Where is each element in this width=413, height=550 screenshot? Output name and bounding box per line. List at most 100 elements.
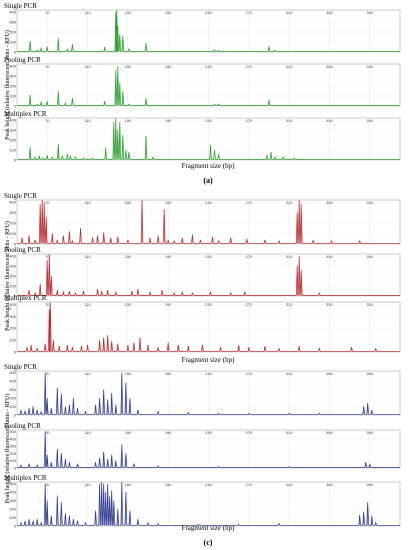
y-tick-label: 0 [14, 350, 17, 355]
series-title: Pooling PCR [4, 56, 41, 64]
x-tick-label: 230 [205, 200, 212, 205]
x-tick-label: 110 [84, 371, 91, 376]
x-axis-label: Fragment size (bp) [182, 162, 236, 170]
y-tick-label: 300 [9, 20, 16, 25]
x-tick-label: 150 [125, 371, 132, 376]
y-tick-label: 100 [9, 40, 16, 45]
x-tick-label: 350 [326, 371, 333, 376]
x-tick-label: 390 [366, 482, 373, 487]
y-tick-label: 200 [9, 507, 16, 512]
subplot-single-pcr: 70 110 150 190 230 270 310 350 390 0 100 200 300 400S… [4, 2, 401, 55]
x-tick-label: 190 [165, 254, 172, 259]
chart-panel-1: 70 110 150 190 230 270 310 350 3900100200300400S… [4, 2, 401, 185]
x-tick-label: 350 [326, 64, 333, 69]
x-tick-label: 270 [245, 118, 252, 123]
x-tick-label: 110 [84, 118, 91, 123]
x-tick-label: 70 [45, 254, 50, 259]
x-tick-label: 190 [165, 482, 172, 487]
y-tick-label: 0 [14, 413, 17, 418]
x-tick-label: 230 [205, 430, 212, 435]
y-tick-label: 300 [9, 264, 16, 269]
x-tick-label: 190 [165, 118, 172, 123]
series-title: Single PCR [4, 2, 37, 10]
subplot-single-pcr: 70 110 150 190 230 270 310 350 390 0 100 200 300 400 5… [4, 363, 401, 418]
x-tick-label: 390 [366, 371, 373, 376]
y-tick-label: 300 [9, 210, 16, 215]
subplot-pooling-pcr: 70 110 150 190 230 270 310 350 390 0 100 200 300 400P… [4, 246, 401, 299]
y-tick-label: 200 [9, 396, 16, 401]
x-tick-label: 150 [125, 200, 132, 205]
panel-label: (c) [204, 538, 213, 547]
series-title: Pooling PCR [4, 422, 41, 430]
subplot-single-pcr: 70 110 150 190 230 270 310 350 390 0 100 200 300 400S… [4, 192, 401, 247]
series-title: Single PCR [4, 192, 37, 200]
chart-panel-2: 70 110 150 190 230 270 310 350 3900100200300400S… [4, 192, 401, 379]
x-tick-label: 270 [245, 482, 252, 487]
x-tick-label: 150 [125, 430, 132, 435]
y-tick-label: 500 [9, 370, 16, 375]
y-tick-label: 0 [14, 104, 17, 109]
y-tick-label: 0 [14, 242, 17, 247]
y-tick-label: 400 [9, 302, 16, 307]
x-tick-label: 230 [205, 371, 212, 376]
x-tick-label: 150 [125, 254, 132, 259]
x-tick-label: 70 [45, 482, 50, 487]
y-tick-label: 100 [9, 148, 16, 153]
chart-panel-3: 70 110 150 190 230 270 310 350 390 0 100 200 300 400 5… [4, 363, 401, 547]
y-tick-label: 100 [9, 458, 16, 463]
y-tick-label: 100 [9, 338, 16, 343]
x-tick-label: 190 [165, 64, 172, 69]
x-tick-label: 70 [45, 430, 50, 435]
x-tick-label: 190 [165, 10, 172, 15]
subplot-pooling-pcr: 70 110 150 190 230 270 310 350 390 0 100 200 300 400P… [4, 56, 401, 109]
x-tick-label: 270 [245, 10, 252, 15]
x-axis-label: Fragment size (bp) [182, 524, 236, 532]
x-tick-label: 110 [84, 430, 91, 435]
y-tick-label: 100 [9, 284, 16, 289]
y-tick-label: 100 [9, 515, 16, 520]
y-tick-label: 400 [9, 490, 16, 495]
y-tick-label: 200 [9, 84, 16, 89]
x-tick-label: 350 [326, 200, 333, 205]
x-tick-label: 70 [45, 10, 50, 15]
y-tick-label: 200 [9, 274, 16, 279]
x-tick-label: 310 [286, 482, 293, 487]
y-tick-label: 200 [9, 30, 16, 35]
x-tick-label: 390 [366, 10, 373, 15]
y-tick-label: 200 [9, 451, 16, 456]
x-tick-label: 310 [286, 200, 293, 205]
x-tick-label: 390 [366, 430, 373, 435]
y-tick-label: 300 [9, 387, 16, 392]
x-tick-label: 150 [125, 118, 132, 123]
x-tick-label: 190 [165, 200, 172, 205]
y-tick-label: 300 [9, 498, 16, 503]
y-tick-label: 400 [9, 200, 16, 205]
x-tick-label: 350 [326, 118, 333, 123]
x-tick-label: 310 [286, 430, 293, 435]
subplot-pooling-pcr: 70 110 150 190 230 270 310 350 390 0 100 200 300 400 5… [4, 422, 401, 471]
x-tick-label: 190 [165, 430, 172, 435]
y-tick-label: 300 [9, 314, 16, 319]
y-tick-label: 400 [9, 10, 16, 15]
x-tick-label: 110 [84, 10, 91, 15]
series-title: Pooling PCR [4, 246, 41, 254]
x-tick-label: 230 [205, 64, 212, 69]
x-tick-label: 70 [45, 371, 50, 376]
y-axis-label: Peak height (relative fluorescent units … [4, 30, 11, 140]
x-tick-label: 390 [366, 118, 373, 123]
x-tick-label: 350 [326, 10, 333, 15]
x-tick-label: 310 [286, 118, 293, 123]
x-tick-label: 70 [45, 200, 50, 205]
x-tick-label: 230 [205, 254, 212, 259]
x-tick-label: 150 [125, 10, 132, 15]
series-title: Single PCR [4, 363, 37, 371]
series-title: Multiplex PCR [4, 110, 47, 118]
y-tick-label: 500 [9, 481, 16, 486]
x-tick-label: 350 [326, 482, 333, 487]
y-tick-label: 400 [9, 64, 16, 69]
y-tick-label: 0 [14, 158, 17, 163]
y-tick-label: 0 [14, 524, 17, 529]
y-tick-label: 300 [9, 74, 16, 79]
y-tick-label: 0 [14, 50, 17, 55]
x-tick-label: 190 [165, 371, 172, 376]
